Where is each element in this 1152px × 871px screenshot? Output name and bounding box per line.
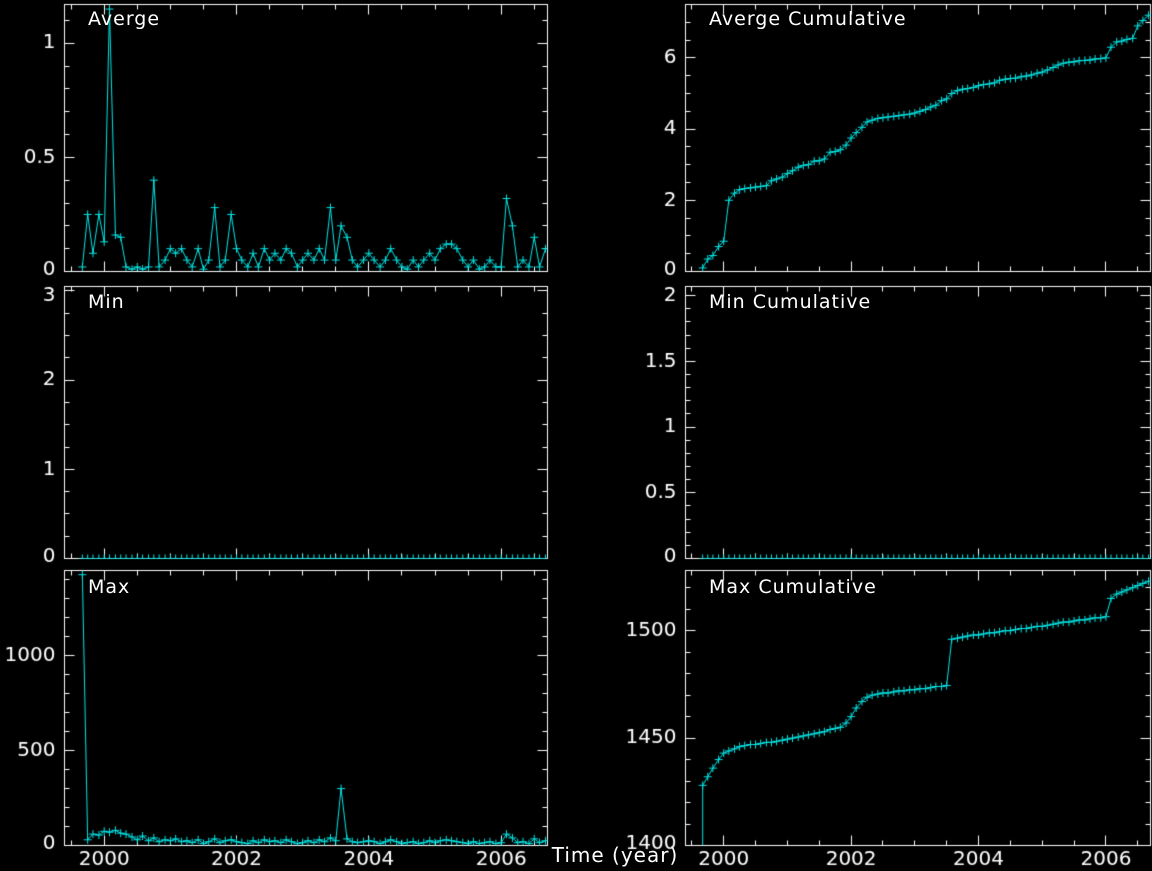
x-axis-label: Time (year) [551, 843, 679, 867]
plot-title-averge: Averge [88, 8, 161, 30]
plot-title-min-cumulative: Min Cumulative [709, 291, 872, 313]
plot-title-max: Max [88, 576, 131, 598]
plot-title-averge-cumulative: Averge Cumulative [709, 8, 907, 30]
plot-title-max-cumulative: Max Cumulative [709, 576, 877, 598]
plot-title-min: Min [88, 291, 125, 313]
